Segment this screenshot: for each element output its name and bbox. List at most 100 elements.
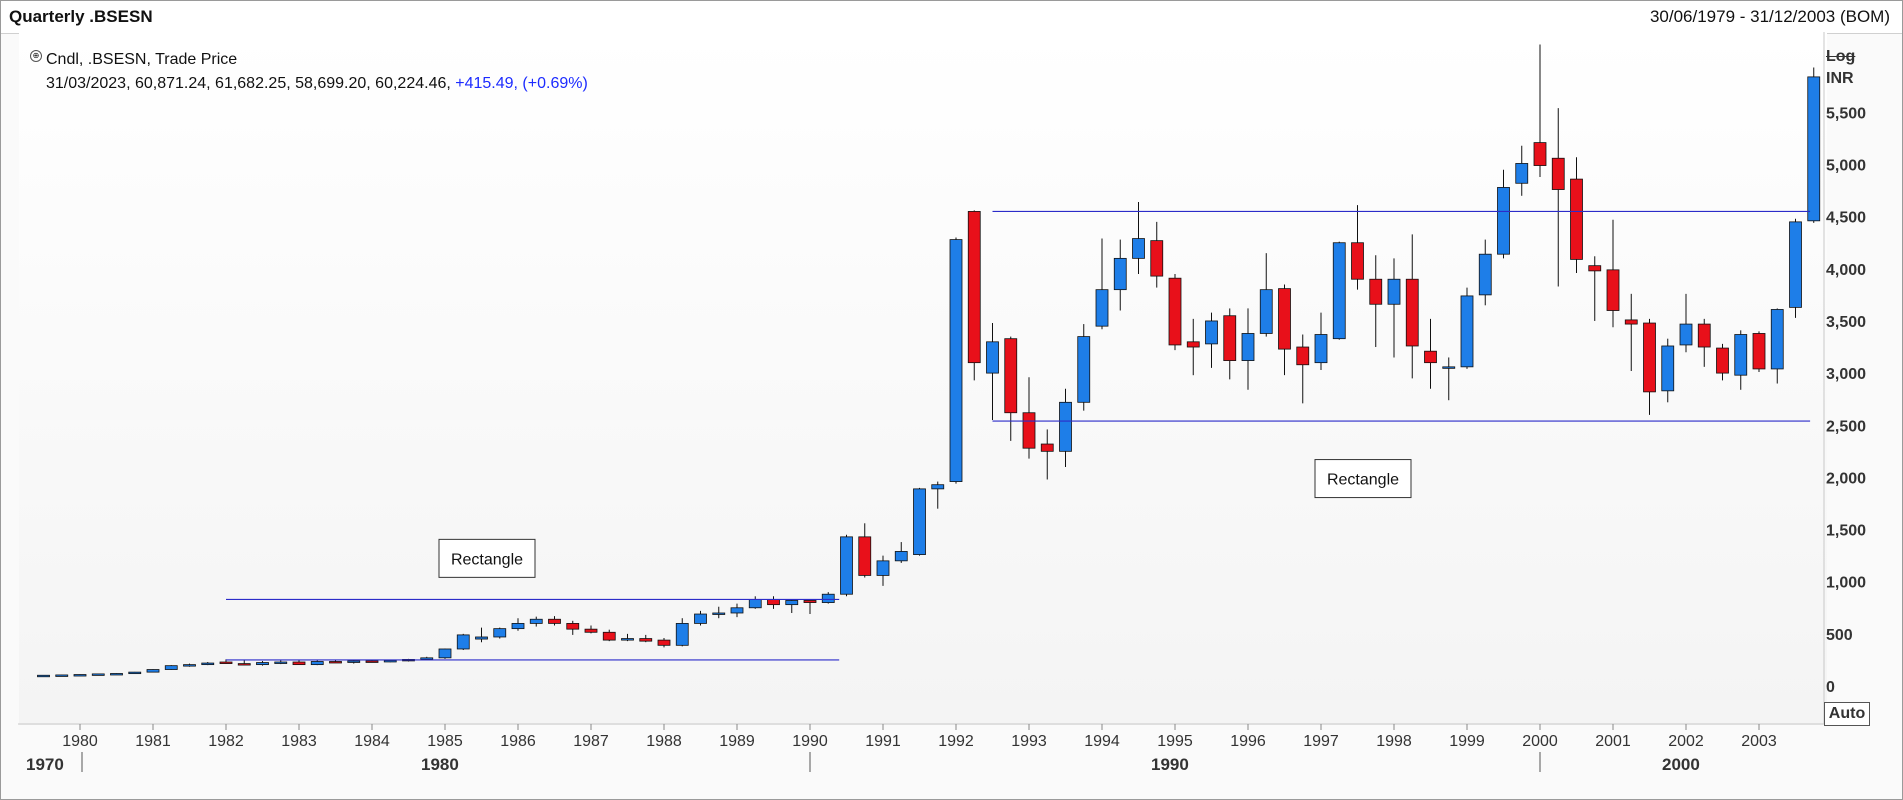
x-tick-label: 1987 bbox=[573, 733, 609, 750]
y-tick-label: 1,500 bbox=[1826, 523, 1866, 540]
candle-body bbox=[1113, 257, 1127, 291]
x-tick-label: 2000 bbox=[1522, 733, 1558, 750]
candle-body bbox=[949, 239, 963, 482]
candle-body bbox=[329, 661, 342, 664]
y-tick-label: 2,500 bbox=[1826, 418, 1866, 435]
candle-body bbox=[420, 657, 434, 660]
candle-body bbox=[1624, 319, 1638, 325]
plot-area bbox=[19, 33, 1827, 725]
candle-body bbox=[438, 648, 452, 659]
date-range: 30/06/1979 - 31/12/2003 (BOM) bbox=[1649, 7, 1890, 26]
rectangle-label-box bbox=[1314, 459, 1412, 499]
candle-body bbox=[274, 661, 288, 664]
candle-body bbox=[1332, 242, 1346, 340]
chart-title: Quarterly .BSESN bbox=[9, 7, 153, 26]
candle-body bbox=[110, 673, 123, 676]
candle-body bbox=[1588, 265, 1602, 272]
candle-body bbox=[347, 660, 361, 663]
candle-body bbox=[1314, 334, 1328, 364]
candle-body bbox=[1643, 322, 1656, 393]
title-bar: Quarterly .BSESN 30/06/1979 - 31/12/2003… bbox=[1, 1, 1902, 34]
x-tick-label: 1985 bbox=[427, 733, 463, 750]
candle-body bbox=[1351, 242, 1364, 280]
candle-body bbox=[821, 593, 835, 603]
candle-body bbox=[128, 671, 142, 675]
collapse-icon[interactable]: ⊕ bbox=[30, 50, 42, 62]
candle-body bbox=[365, 660, 379, 663]
y-tick-label: 5,000 bbox=[1826, 158, 1866, 175]
legend-ohlc: 31/03/2023, 60,871.24, 61,682.25, 58,699… bbox=[46, 75, 456, 92]
candle-body bbox=[1259, 289, 1273, 334]
x-tick-label: 1983 bbox=[281, 733, 317, 750]
chart-legend: ⊕ Cndl, .BSESN, Trade Price 31/03/2023, 6… bbox=[30, 48, 588, 96]
decade-label: 1990 bbox=[1151, 755, 1189, 774]
candle-body bbox=[767, 599, 780, 606]
candle-body bbox=[986, 341, 999, 374]
x-tick-label: 1992 bbox=[938, 733, 974, 750]
legend-change: +415.49, (+0.69%) bbox=[455, 75, 588, 92]
decade-label: 1980 bbox=[421, 755, 459, 774]
auto-scale-button[interactable]: Auto bbox=[1824, 702, 1870, 726]
candle-body bbox=[1789, 221, 1802, 308]
x-tick-label: 1988 bbox=[646, 733, 682, 750]
x-tick-label: 1986 bbox=[500, 733, 536, 750]
candle-body bbox=[456, 634, 470, 650]
candle-body bbox=[1478, 253, 1492, 296]
candle-body bbox=[913, 488, 926, 555]
candle-body bbox=[1168, 277, 1182, 346]
candle-body bbox=[383, 660, 397, 663]
candle-body bbox=[1059, 401, 1072, 452]
y-tick-label: 1,000 bbox=[1826, 575, 1866, 592]
candle-body bbox=[1551, 157, 1565, 190]
rectangle-label: Rectangle bbox=[1327, 472, 1399, 489]
candle-body bbox=[1387, 278, 1401, 305]
candle-body bbox=[602, 631, 616, 641]
candle-body bbox=[164, 665, 178, 670]
x-tick-label: 1991 bbox=[865, 733, 901, 750]
x-tick-label: 1997 bbox=[1303, 733, 1339, 750]
candle-body bbox=[1807, 76, 1821, 222]
candle-body bbox=[1424, 350, 1437, 364]
x-tick-label: 1998 bbox=[1376, 733, 1412, 750]
log-scale-toggle[interactable]: Log bbox=[1826, 48, 1856, 65]
x-tick-label: 2003 bbox=[1741, 733, 1777, 750]
candle-body bbox=[1278, 288, 1291, 350]
candle-body bbox=[55, 674, 69, 677]
candle-body bbox=[894, 551, 908, 562]
candle-body bbox=[566, 623, 580, 630]
candle-body bbox=[1606, 269, 1620, 311]
currency-label: INR bbox=[1826, 70, 1854, 87]
candle-body bbox=[1515, 163, 1529, 184]
candle-body bbox=[1460, 295, 1474, 368]
candle-body bbox=[712, 612, 726, 615]
candle-body bbox=[1022, 412, 1036, 449]
x-tick-label: 1993 bbox=[1011, 733, 1047, 750]
candle-body bbox=[858, 536, 872, 576]
candle-body bbox=[1369, 278, 1383, 305]
y-tick-label: 0 bbox=[1826, 679, 1835, 696]
candle-body bbox=[1442, 366, 1456, 369]
rectangle-label: Rectangle bbox=[451, 551, 523, 568]
candle-body bbox=[931, 484, 945, 490]
candle-body bbox=[1296, 346, 1310, 366]
candle-body bbox=[310, 661, 324, 666]
candle-body bbox=[1533, 142, 1547, 166]
candle-body bbox=[529, 618, 543, 624]
candle-body bbox=[256, 662, 269, 666]
candle-body bbox=[183, 664, 196, 667]
candle-body bbox=[1570, 178, 1583, 260]
x-tick-label: 1984 bbox=[354, 733, 390, 750]
candle-body bbox=[493, 628, 507, 638]
candle-body bbox=[201, 662, 215, 666]
x-tick-label: 1994 bbox=[1084, 733, 1120, 750]
candle-body bbox=[1752, 333, 1766, 370]
legend-series: Cndl, .BSESN, Trade Price bbox=[46, 51, 238, 68]
candle-body bbox=[511, 623, 525, 630]
y-tick-label: 3,000 bbox=[1826, 366, 1866, 383]
x-tick-label: 1989 bbox=[719, 733, 755, 750]
rectangle-label-box bbox=[438, 538, 536, 578]
y-tick-label: 4,500 bbox=[1826, 210, 1866, 227]
candle-body bbox=[146, 669, 160, 673]
